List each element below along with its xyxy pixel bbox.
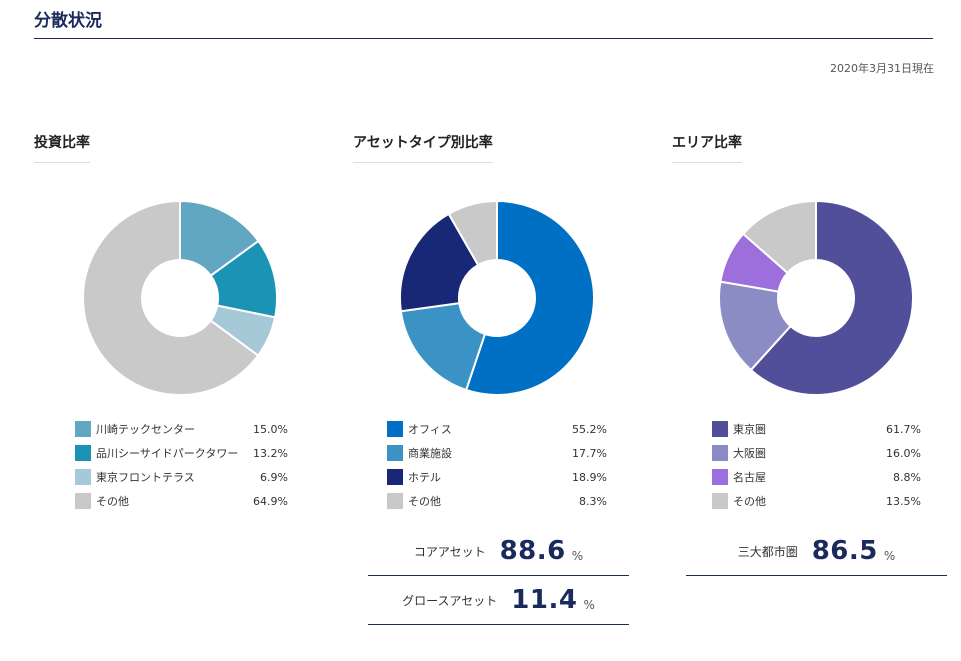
legend-item: 東京フロントテラス 6.9%: [75, 465, 288, 489]
legend-label: その他: [733, 495, 766, 508]
growth-asset-unit: %: [583, 598, 595, 612]
pie-slice: [741, 200, 817, 275]
legend-item: その他 8.3%: [387, 489, 607, 513]
legend-value: 61.7%: [886, 422, 921, 436]
metro-area-summary: 三大都市圏 86.5 %: [686, 527, 947, 576]
area-ratio-legend: 東京圏 61.7% 大阪圏 16.0% 名古屋 8.8% その他 13.5%: [712, 417, 921, 513]
legend-value: 15.0%: [253, 422, 288, 436]
legend-swatch: [712, 421, 728, 437]
pie-slice: [464, 200, 595, 396]
metro-area-value: 86.5: [811, 536, 878, 566]
legend-value: 18.9%: [572, 470, 607, 484]
legend-item: その他 13.5%: [712, 489, 921, 513]
legend-label: オフィス: [408, 423, 452, 436]
legend-swatch: [387, 469, 403, 485]
legend-item: 大阪圏 16.0%: [712, 441, 921, 465]
legend-label: 商業施設: [408, 447, 452, 460]
core-asset-value: 88.6: [499, 536, 566, 566]
pie-slice: [179, 200, 260, 278]
legend-swatch: [75, 445, 91, 461]
legend-label: 東京圏: [733, 423, 766, 436]
asset-type-ratio-pie: [399, 200, 595, 396]
legend-swatch: [387, 445, 403, 461]
pie-slice: [399, 302, 487, 392]
legend-value: 13.2%: [253, 446, 288, 460]
legend-swatch: [712, 469, 728, 485]
legend-label: 品川シーサイドパークタワー: [96, 447, 239, 460]
investment-ratio-pie: [82, 200, 278, 396]
legend-swatch: [712, 445, 728, 461]
area-ratio-panel: エリア比率: [672, 124, 742, 163]
legend-swatch: [387, 421, 403, 437]
investment-ratio-panel: 投資比率: [34, 124, 90, 163]
legend-label: 名古屋: [733, 471, 766, 484]
pie-slice: [447, 200, 498, 267]
legend-label: その他: [96, 495, 129, 508]
growth-asset-label: グロースアセット: [402, 593, 498, 608]
legend-value: 55.2%: [572, 422, 607, 436]
core-asset-summary: コアアセット 88.6 %: [368, 527, 629, 576]
legend-swatch: [75, 493, 91, 509]
page-title: 分散状況: [34, 11, 102, 31]
investment-ratio-heading: 投資比率: [34, 124, 90, 163]
legend-value: 17.7%: [572, 446, 607, 460]
legend-item: ホテル 18.9%: [387, 465, 607, 489]
pie-slice: [82, 200, 260, 396]
legend-label: 東京フロントテラス: [96, 471, 195, 484]
legend-item: 東京圏 61.7%: [712, 417, 921, 441]
core-asset-unit: %: [571, 549, 584, 563]
legend-item: 川崎テックセンター 15.0%: [75, 417, 288, 441]
area-ratio-heading: エリア比率: [672, 124, 742, 163]
pie-slice: [749, 200, 914, 396]
as-of-date: 2020年3月31日現在: [830, 62, 934, 75]
legend-item: 名古屋 8.8%: [712, 465, 921, 489]
growth-asset-value: 11.4: [511, 585, 578, 615]
metro-area-label: 三大都市圏: [737, 544, 798, 559]
legend-swatch: [712, 493, 728, 509]
core-asset-label: コアアセット: [413, 544, 486, 559]
area-ratio-pie: [718, 200, 914, 396]
legend-item: オフィス 55.2%: [387, 417, 607, 441]
metro-area-unit: %: [883, 549, 896, 563]
asset-type-ratio-panel: アセットタイプ別比率: [353, 124, 493, 163]
legend-label: 川崎テックセンター: [96, 423, 195, 436]
legend-label: ホテル: [408, 471, 441, 484]
legend-swatch: [75, 421, 91, 437]
legend-item: 商業施設 17.7%: [387, 441, 607, 465]
legend-swatch: [75, 469, 91, 485]
pie-slice: [399, 212, 480, 313]
legend-value: 13.5%: [886, 494, 921, 508]
growth-asset-summary: グロースアセット 11.4 %: [368, 576, 629, 625]
legend-label: その他: [408, 495, 441, 508]
legend-item: その他 64.9%: [75, 489, 288, 513]
title-divider: [34, 38, 933, 39]
legend-value: 64.9%: [253, 494, 288, 508]
legend-label: 大阪圏: [733, 447, 766, 460]
asset-type-ratio-heading: アセットタイプ別比率: [353, 124, 493, 163]
asset-type-ratio-legend: オフィス 55.2% 商業施設 17.7% ホテル 18.9% その他 8.3%: [387, 417, 607, 513]
legend-value: 8.3%: [579, 494, 607, 508]
legend-value: 16.0%: [886, 446, 921, 460]
legend-item: 品川シーサイドパークタワー 13.2%: [75, 441, 288, 465]
legend-swatch: [387, 493, 403, 509]
legend-value: 6.9%: [260, 470, 288, 484]
investment-ratio-legend: 川崎テックセンター 15.0% 品川シーサイドパークタワー 13.2% 東京フロントテラ…: [75, 417, 288, 513]
legend-value: 8.8%: [893, 470, 921, 484]
